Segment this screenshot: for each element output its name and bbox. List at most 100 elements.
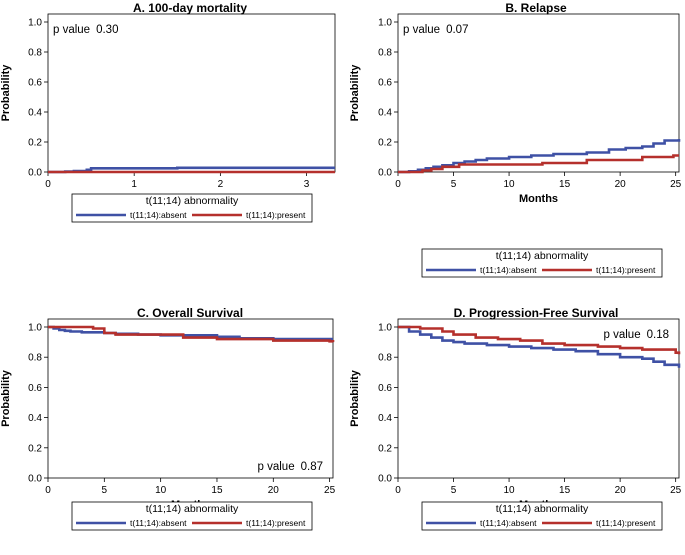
panel-b-legend-entry-present: t(11;14):present bbox=[596, 265, 656, 275]
panel-a-xtick-label: 2 bbox=[218, 179, 224, 190]
panel-c-p-value: p value 0.87 bbox=[258, 461, 323, 473]
panel-d-p-value: p value 0.18 bbox=[604, 329, 669, 341]
panel-b-series-present-line bbox=[398, 154, 679, 174]
panel-b: B. Relapse 0.0 0.2 0.4 0.6 0.8 1.0 0 5 10 15 20 25 Mo… bbox=[349, 1, 682, 278]
panel-a-plot-frame bbox=[47, 13, 336, 173]
panel-a-legend-entry-absent: t(11;14):absent bbox=[130, 210, 187, 220]
panel-b-ytick-label: 0.2 bbox=[378, 138, 392, 149]
panel-b-series-absent-line bbox=[398, 139, 681, 174]
panel-a-legend: t(11;14) abnormality t(11;14):absent t(11;… bbox=[71, 193, 313, 223]
panel-c-p-value-label: p value bbox=[258, 461, 295, 473]
panel-d-plot-frame bbox=[397, 318, 680, 479]
panel-b-title: B. Relapse bbox=[505, 1, 567, 15]
panel-d-p-value-label: p value bbox=[604, 329, 641, 341]
panel-b-xtick-label: 20 bbox=[615, 179, 627, 190]
panel-c-ytick-label: 0.0 bbox=[28, 474, 42, 485]
panel-b-legend-box bbox=[421, 248, 663, 278]
panel-d-series-absent-line bbox=[398, 325, 681, 368]
panel-a-legend-entry-present: t(11;14):present bbox=[246, 210, 306, 220]
panel-c-ytick-label: 0.8 bbox=[28, 353, 42, 364]
panel-c-xtick-label: 5 bbox=[102, 485, 108, 496]
panel-d-legend-entry-absent: t(11;14):absent bbox=[480, 518, 537, 528]
panel-b-ytick-label: 1.0 bbox=[378, 18, 392, 29]
panel-b-xtick-label: 10 bbox=[504, 179, 516, 190]
panel-a-ytick-label: 1.0 bbox=[28, 18, 42, 29]
panel-d-ytick-label: 1.0 bbox=[378, 323, 392, 334]
panel-b-legend-title: t(11;14) abnormality bbox=[496, 250, 589, 262]
panel-c-p-value-number: 0.87 bbox=[301, 461, 323, 473]
panel-d-xtick-label: 20 bbox=[615, 485, 627, 496]
panel-d-legend-entry-present: t(11;14):present bbox=[596, 518, 656, 528]
panel-d-xtick-label: 10 bbox=[504, 485, 516, 496]
panel-b-p-value-label: p value bbox=[403, 24, 440, 36]
panel-c-ytick-label: 0.4 bbox=[28, 413, 42, 424]
panel-d-xtick-label: 15 bbox=[559, 485, 571, 496]
panel-d-legend-box bbox=[421, 501, 663, 531]
panel-b-ytick-label: 0.4 bbox=[378, 108, 392, 119]
panel-b-p-value: p value 0.07 bbox=[403, 24, 468, 36]
panel-c-series-present-line bbox=[48, 325, 335, 343]
panel-d-ytick-label: 0.8 bbox=[378, 353, 392, 364]
panel-b-plot-frame bbox=[397, 13, 680, 173]
panel-a-ytick-label: 0.8 bbox=[28, 48, 42, 59]
panel-a-ytick-label: 0.4 bbox=[28, 108, 42, 119]
panel-b-xtick-label: 0 bbox=[395, 179, 401, 190]
panel-b-ytick-label: 0.8 bbox=[378, 48, 392, 59]
panel-c-xtick-label: 10 bbox=[155, 485, 167, 496]
panel-d-y-axis-label: Probability bbox=[349, 369, 361, 427]
panel-c-legend-entry-absent: t(11;14):absent bbox=[130, 518, 187, 528]
panel-d-series-present-line bbox=[398, 325, 681, 355]
panel-d-legend-title: t(11;14) abnormality bbox=[496, 503, 589, 515]
panel-b-y-axis-label: Probability bbox=[349, 64, 361, 122]
panel-d-p-value-number: 0.18 bbox=[647, 329, 669, 341]
panel-d-xtick-label: 5 bbox=[451, 485, 457, 496]
panel-c-ytick-label: 0.6 bbox=[28, 383, 42, 394]
panel-d-legend: t(11;14) abnormality t(11;14):absent t(11;… bbox=[421, 501, 663, 531]
panel-b-legend-entry-absent: t(11;14):absent bbox=[480, 265, 537, 275]
panel-d-ytick-label: 0.0 bbox=[378, 474, 392, 485]
panel-a-xtick-label: 3 bbox=[304, 179, 310, 190]
panel-c-xtick-label: 20 bbox=[268, 485, 280, 496]
panel-d-ytick-label: 0.6 bbox=[378, 383, 392, 394]
panel-c-legend-entry-present: t(11;14):present bbox=[246, 518, 306, 528]
panel-b-x-axis-label: Months bbox=[519, 193, 558, 205]
panel-a-legend-box bbox=[71, 193, 313, 223]
panel-a-p-value-number: 0.30 bbox=[96, 24, 118, 36]
panel-c-legend: t(11;14) abnormality t(11;14):absent t(11;… bbox=[71, 501, 313, 531]
panel-c: C. Overall Survival 0.0 0.2 0.4 0.6 0.8 1.0 0 5 1… bbox=[0, 306, 336, 531]
panel-a-title: A. 100-day mortality bbox=[133, 1, 247, 15]
panel-c-ytick-label: 0.2 bbox=[28, 443, 42, 454]
panel-b-xtick-label: 5 bbox=[451, 179, 457, 190]
panel-a-xtick-label: 1 bbox=[131, 179, 137, 190]
panel-b-legend: t(11;14) abnormality t(11;14):absent t(11;… bbox=[421, 248, 663, 278]
panel-c-plot-frame bbox=[47, 318, 334, 479]
panel-c-xtick-label: 0 bbox=[45, 485, 51, 496]
panel-a-xtick-label: 0 bbox=[45, 179, 51, 190]
panel-b-xtick-label: 25 bbox=[670, 179, 682, 190]
panel-a-legend-title: t(11;14) abnormality bbox=[146, 195, 239, 207]
panel-a: A. 100-day mortality 0.0 0.2 0.4 0.6 0.8 1.0 0 1… bbox=[0, 1, 336, 223]
panel-a-ytick-label: 0.6 bbox=[28, 78, 42, 89]
panel-c-title: C. Overall Survival bbox=[137, 306, 243, 320]
panel-b-p-value-number: 0.07 bbox=[446, 24, 468, 36]
panel-b-ytick-label: 0.0 bbox=[378, 168, 392, 179]
panel-d-xtick-label: 25 bbox=[670, 485, 682, 496]
panel-d-ytick-label: 0.4 bbox=[378, 413, 392, 424]
panel-a-ytick-label: 0.2 bbox=[28, 138, 42, 149]
panel-a-p-value: p value 0.30 bbox=[53, 24, 118, 36]
panel-a-p-value-label: p value bbox=[53, 24, 90, 36]
panel-c-y-axis-label: Probability bbox=[0, 369, 12, 427]
panel-c-legend-title: t(11;14) abnormality bbox=[146, 503, 239, 515]
panel-c-xtick-label: 25 bbox=[324, 485, 336, 496]
panel-a-ytick-label: 0.0 bbox=[28, 168, 42, 179]
panel-d-ytick-label: 0.2 bbox=[378, 443, 392, 454]
panel-a-y-axis-label: Probability bbox=[0, 64, 12, 122]
panel-b-xtick-label: 15 bbox=[559, 179, 571, 190]
panel-c-ytick-label: 1.0 bbox=[28, 323, 42, 334]
panel-d-title: D. Progression-Free Survival bbox=[454, 306, 619, 320]
panel-d: D. Progression-Free Survival 0.0 0.2 0.4 0.6… bbox=[349, 306, 682, 531]
panel-d-xtick-label: 0 bbox=[395, 485, 401, 496]
panel-c-xtick-label: 15 bbox=[211, 485, 223, 496]
panel-c-legend-box bbox=[71, 501, 313, 531]
